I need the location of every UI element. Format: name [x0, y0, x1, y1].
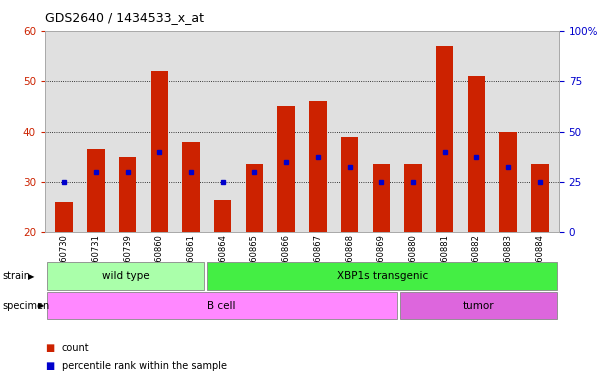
Text: tumor: tumor [463, 301, 495, 311]
Bar [214, 200, 231, 232]
Text: ■: ■ [45, 343, 54, 353]
Text: strain: strain [2, 271, 31, 281]
Bar [278, 106, 295, 232]
Bar [150, 71, 168, 232]
Text: XBP1s transgenic: XBP1s transgenic [337, 271, 428, 281]
Bar [373, 164, 390, 232]
Bar [55, 202, 73, 232]
Bar [499, 131, 517, 232]
Text: count: count [62, 343, 90, 353]
Bar [309, 101, 326, 232]
Bar [182, 142, 200, 232]
Bar [87, 149, 105, 232]
Bar [246, 164, 263, 232]
Text: B cell: B cell [207, 301, 236, 311]
Bar [531, 164, 549, 232]
Text: percentile rank within the sample: percentile rank within the sample [62, 361, 227, 371]
Bar [119, 157, 136, 232]
Text: specimen: specimen [2, 301, 50, 311]
Bar [341, 137, 358, 232]
Text: ▶: ▶ [38, 301, 44, 310]
Bar [436, 46, 454, 232]
Text: wild type: wild type [102, 271, 149, 281]
Text: ■: ■ [45, 361, 54, 371]
Bar [404, 164, 422, 232]
Text: ▶: ▶ [28, 271, 35, 281]
Bar [468, 76, 485, 232]
Text: GDS2640 / 1434533_x_at: GDS2640 / 1434533_x_at [45, 12, 204, 25]
